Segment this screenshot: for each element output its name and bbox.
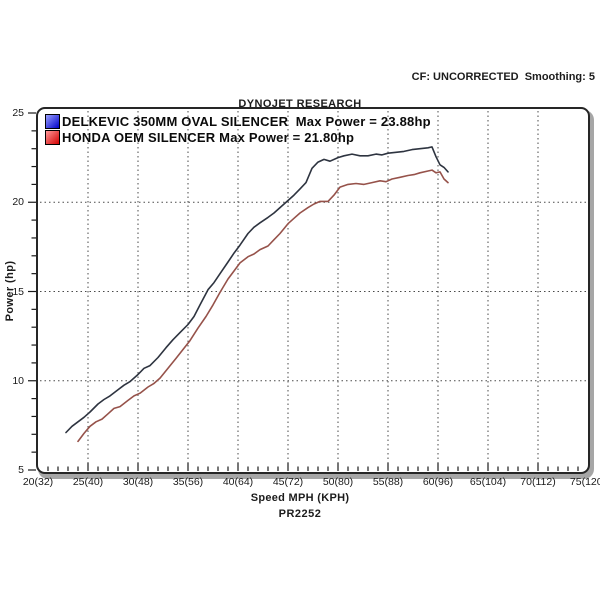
curve-delkevic	[65, 146, 449, 434]
y-axis-title: Power (hp)	[4, 260, 16, 321]
x-tick-label: 75(120)	[569, 476, 600, 488]
curve-honda-oem	[77, 169, 449, 443]
legend-swatch-blue	[45, 114, 60, 129]
legend: DELKEVIC 350MM OVAL SILENCER Max Power =…	[45, 114, 431, 146]
x-tick-label: 35(56)	[172, 476, 204, 488]
x-tick-label: 20(32)	[22, 476, 54, 488]
plot-frame: 5 10 15 20 25 20(32) 25(40) 30(48) 35(56) 40(64)…	[4, 107, 600, 520]
plot-svg	[40, 111, 586, 471]
y-tick-label: 10	[12, 374, 24, 387]
x-tick-labels: 20(32) 25(40) 30(48) 35(56) 40(64) 45(72) 50(8…	[23, 476, 600, 490]
y-tick-label: 5	[18, 464, 24, 476]
y-tick-labels: 5 10 15 20 25	[0, 107, 24, 476]
x-tick-label: 70(112)	[520, 476, 556, 488]
x-axis-title: Speed MPH (KPH)	[250, 492, 350, 504]
run-id: PR2252	[278, 508, 322, 520]
legend-label-honda-oem: HONDA OEM SILENCER Max Power = 21.80hp	[62, 130, 355, 145]
x-tick-label: 30(48)	[122, 476, 154, 488]
x-tick-label: 40(64)	[222, 476, 254, 488]
x-tick-label: 45(72)	[272, 476, 304, 488]
y-tick-label: 25	[12, 107, 24, 119]
x-tick-label: 60(96)	[422, 476, 454, 488]
correction-note: CF: UNCORRECTED Smoothing: 5	[411, 71, 595, 83]
legend-label-delkevic: DELKEVIC 350MM OVAL SILENCER Max Power =…	[62, 114, 431, 129]
x-tick-label: 25(40)	[72, 476, 104, 488]
legend-row-honda-oem: HONDA OEM SILENCER Max Power = 21.80hp	[45, 130, 431, 145]
legend-swatch-red	[45, 130, 60, 145]
x-tick-label: 50(80)	[322, 476, 354, 488]
y-axis-ticks	[28, 112, 36, 471]
y-tick-label: 15	[12, 285, 24, 298]
x-tick-label: 65(104)	[469, 476, 507, 488]
legend-row-delkevic: DELKEVIC 350MM OVAL SILENCER Max Power =…	[45, 114, 431, 129]
x-tick-label: 55(88)	[372, 476, 404, 488]
y-tick-label: 20	[12, 196, 24, 209]
